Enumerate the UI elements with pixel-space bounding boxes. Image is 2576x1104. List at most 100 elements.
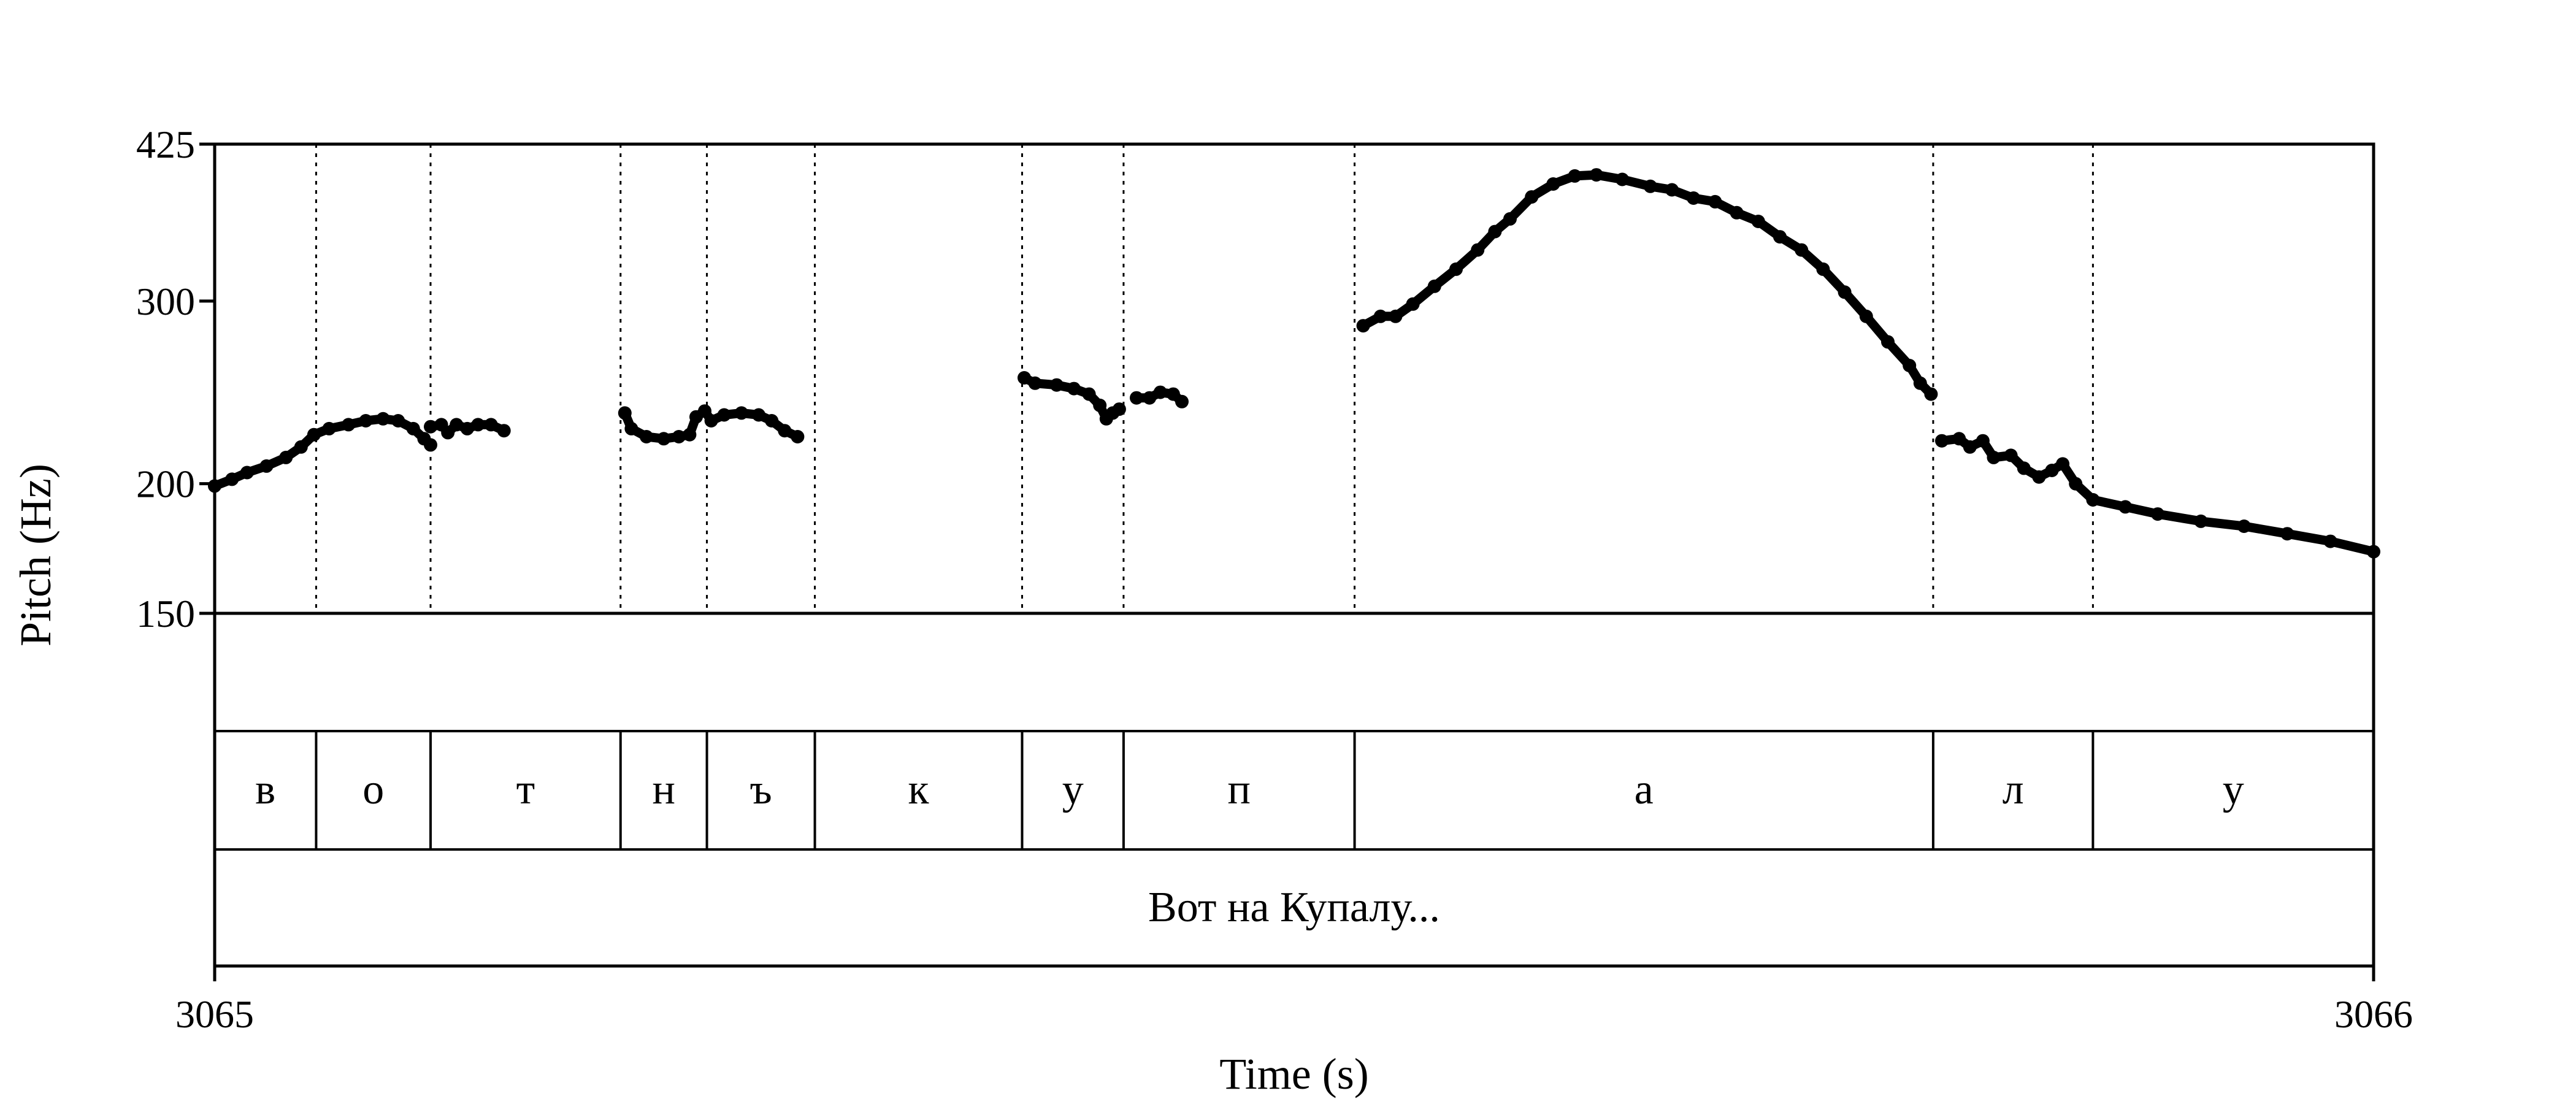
pitch-point-6-14 — [2194, 514, 2208, 528]
pitch-point-2-9 — [717, 408, 731, 422]
segment-label-0: в — [255, 766, 275, 813]
y-tick-label-300: 300 — [136, 280, 195, 323]
y-axis-ticks: 425 300 200 150 — [136, 123, 2374, 635]
pitch-point-5-14 — [1643, 179, 1657, 193]
pitch-point-5-26 — [1903, 359, 1917, 372]
segment-label-7: п — [1227, 766, 1250, 813]
pitch-point-2-7 — [698, 404, 711, 418]
pitch-point-5-8 — [1503, 212, 1517, 226]
pitch-point-6-5 — [2004, 448, 2018, 462]
pitch-point-3-0 — [1018, 371, 1031, 385]
x-axis-title: Time (s) — [1219, 1049, 1368, 1098]
pitch-point-5-20 — [1773, 230, 1787, 244]
phrase-label: Вот на Купалу... — [1148, 884, 1440, 931]
pitch-point-0-6 — [307, 427, 321, 442]
pitch-point-6-9 — [2056, 457, 2070, 471]
pitch-point-6-15 — [2237, 519, 2251, 533]
pitch-point-2-10 — [734, 406, 748, 420]
pitch-point-2-3 — [657, 432, 671, 446]
boundaries — [315, 144, 2095, 849]
pitch-point-6-4 — [1987, 450, 2001, 464]
segment-label-3: н — [652, 766, 675, 813]
pitch-point-6-0 — [1935, 434, 1949, 448]
pitch-point-2-11 — [752, 408, 765, 422]
pitch-point-5-6 — [1471, 243, 1485, 257]
pitch-point-5-28 — [1924, 387, 1938, 401]
pitch-point-4-0 — [1130, 391, 1143, 405]
pitch-point-5-13 — [1616, 172, 1629, 186]
y-tick-label-200: 200 — [136, 462, 195, 506]
pitch-point-3-3 — [1067, 381, 1081, 396]
pitch-point-5-11 — [1568, 169, 1582, 183]
pitch-point-3-4 — [1082, 387, 1096, 401]
pitch-point-0-8 — [342, 418, 356, 432]
pitch-point-5-12 — [1589, 168, 1603, 182]
pitch-point-6-10 — [2069, 477, 2083, 491]
segment-label-5: к — [908, 766, 929, 813]
pitch-point-5-17 — [1708, 194, 1722, 209]
pitch-point-3-5 — [1093, 398, 1107, 412]
pitch-point-6-3 — [1976, 434, 1990, 448]
segment-label-8: а — [1635, 766, 1654, 813]
pitch-point-3-1 — [1028, 376, 1042, 390]
pitch-point-5-21 — [1795, 243, 1809, 257]
pitch-point-0-12 — [406, 421, 420, 435]
pitch-point-5-1 — [1373, 309, 1387, 323]
y-tick-label-150: 150 — [136, 592, 195, 635]
pitch-point-5-24 — [1859, 309, 1873, 323]
pitch-point-1-6 — [484, 418, 498, 432]
pitch-point-0-10 — [376, 412, 390, 426]
pitch-point-5-2 — [1389, 309, 1403, 323]
pitch-curves — [208, 168, 2380, 559]
segment-label-9: л — [2003, 766, 2024, 813]
segment-label-10: у — [2223, 766, 2244, 813]
pitch-point-2-12 — [765, 414, 779, 427]
pitch-point-5-3 — [1406, 297, 1420, 311]
pitch-point-2-8 — [704, 414, 718, 427]
pitch-point-5-22 — [1816, 262, 1830, 276]
pitch-point-2-0 — [618, 406, 632, 420]
pitch-point-6-1 — [1952, 432, 1966, 446]
pitch-point-0-11 — [391, 414, 405, 427]
pitch-point-2-13 — [778, 424, 792, 438]
pitch-point-6-12 — [2118, 500, 2133, 514]
pitch-point-6-11 — [2086, 493, 2100, 507]
pitch-point-5-23 — [1838, 285, 1852, 299]
pitch-point-5-16 — [1687, 191, 1701, 205]
pitch-point-0-9 — [359, 414, 373, 427]
pitch-point-1-5 — [471, 418, 485, 432]
pitch-point-0-2 — [240, 466, 254, 480]
pitch-point-1-3 — [450, 418, 464, 432]
pitch-point-5-25 — [1881, 335, 1895, 349]
x-tick-label-end: 3066 — [2334, 992, 2413, 1036]
pitch-point-5-7 — [1488, 224, 1502, 239]
pitch-point-5-9 — [1525, 190, 1539, 204]
pitch-point-5-10 — [1546, 177, 1560, 191]
pitch-point-5-0 — [1356, 319, 1370, 333]
pitch-point-6-13 — [2151, 507, 2164, 521]
pitch-point-5-5 — [1449, 262, 1463, 276]
pitch-panel-frame — [213, 142, 2375, 615]
pitch-point-3-8 — [1112, 402, 1126, 416]
pitch-point-2-4 — [672, 430, 686, 443]
pitch-point-2-14 — [791, 430, 805, 443]
pitch-point-1-4 — [460, 421, 474, 435]
segment-label-2: т — [516, 766, 535, 813]
pitch-point-5-4 — [1427, 279, 1441, 293]
pitch-point-3-2 — [1049, 378, 1064, 392]
segment-label-6: у — [1062, 766, 1084, 813]
pitch-point-5-19 — [1751, 215, 1765, 228]
pitch-point-1-7 — [497, 424, 511, 438]
pitch-point-0-1 — [225, 472, 239, 486]
pitch-point-2-2 — [640, 430, 653, 443]
pitch-point-6-6 — [2017, 461, 2031, 475]
pitch-point-6-8 — [2045, 464, 2059, 477]
segment-label-1: о — [362, 766, 384, 813]
pitch-point-0-3 — [259, 459, 274, 473]
pitch-point-0-7 — [322, 421, 336, 435]
pitch-point-2-5 — [683, 427, 697, 442]
segment-label-4: ъ — [749, 766, 772, 813]
pitch-point-6-16 — [2280, 527, 2294, 541]
